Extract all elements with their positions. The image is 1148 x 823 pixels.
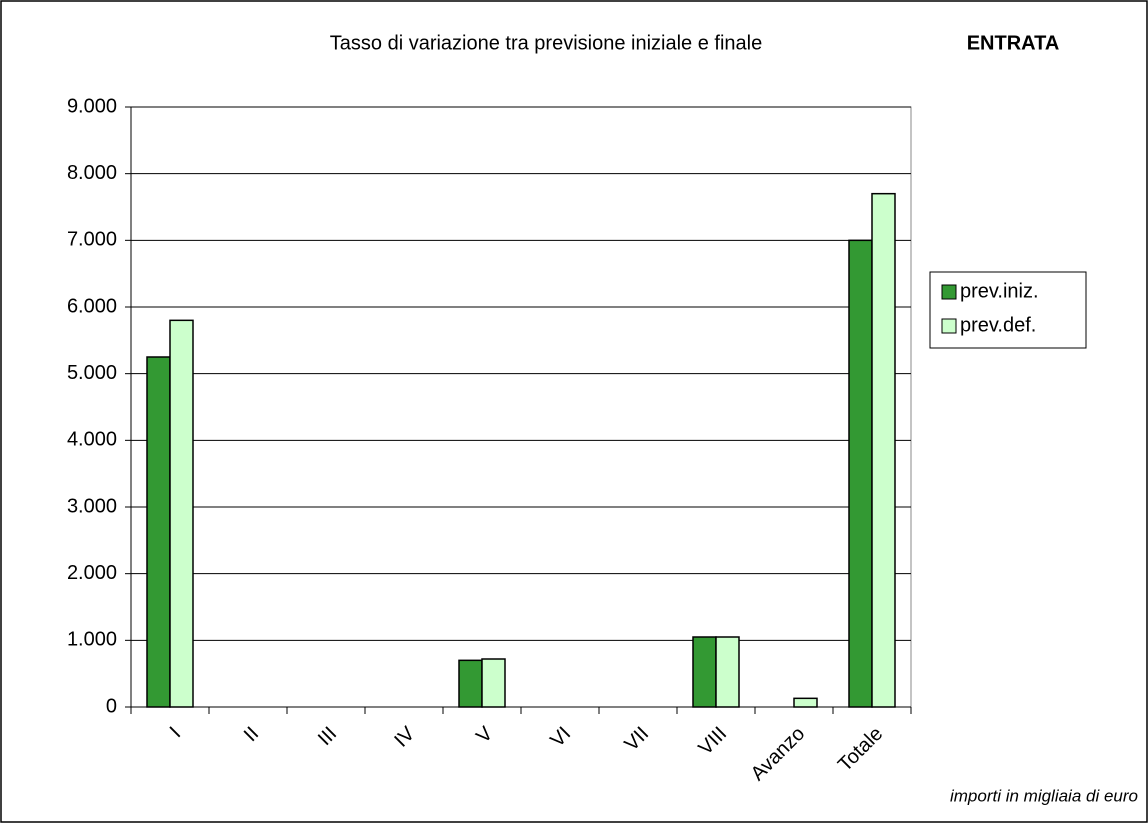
bar — [169, 319, 194, 708]
legend-swatch — [941, 318, 957, 334]
bar — [715, 636, 740, 708]
bar — [871, 192, 896, 708]
bar — [458, 659, 483, 708]
y-tick-label: 1.000 — [67, 629, 117, 651]
bar — [848, 239, 873, 708]
y-tick-label: 6.000 — [67, 295, 117, 317]
bar — [793, 697, 818, 708]
y-tick-label: 8.000 — [67, 162, 117, 184]
legend-swatch — [941, 284, 957, 300]
annotation: importi in migliaia di euro — [950, 786, 1138, 805]
y-tick-label: 0 — [106, 695, 117, 717]
y-tick-label: 5.000 — [67, 362, 117, 384]
y-tick-label: 7.000 — [67, 229, 117, 251]
chart-subtitle: ENTRATA — [967, 32, 1060, 54]
bar — [481, 658, 506, 708]
y-tick-label: 3.000 — [67, 495, 117, 517]
bar — [146, 356, 171, 708]
y-tick-label: 2.000 — [67, 562, 117, 584]
y-tick-label: 4.000 — [67, 429, 117, 451]
legend-label: prev.def. — [960, 314, 1036, 336]
y-tick-label: 9.000 — [67, 95, 117, 117]
bar — [692, 636, 717, 708]
chart-title: Tasso di variazione tra previsione inizi… — [330, 32, 762, 54]
legend-label: prev.iniz. — [960, 280, 1039, 302]
